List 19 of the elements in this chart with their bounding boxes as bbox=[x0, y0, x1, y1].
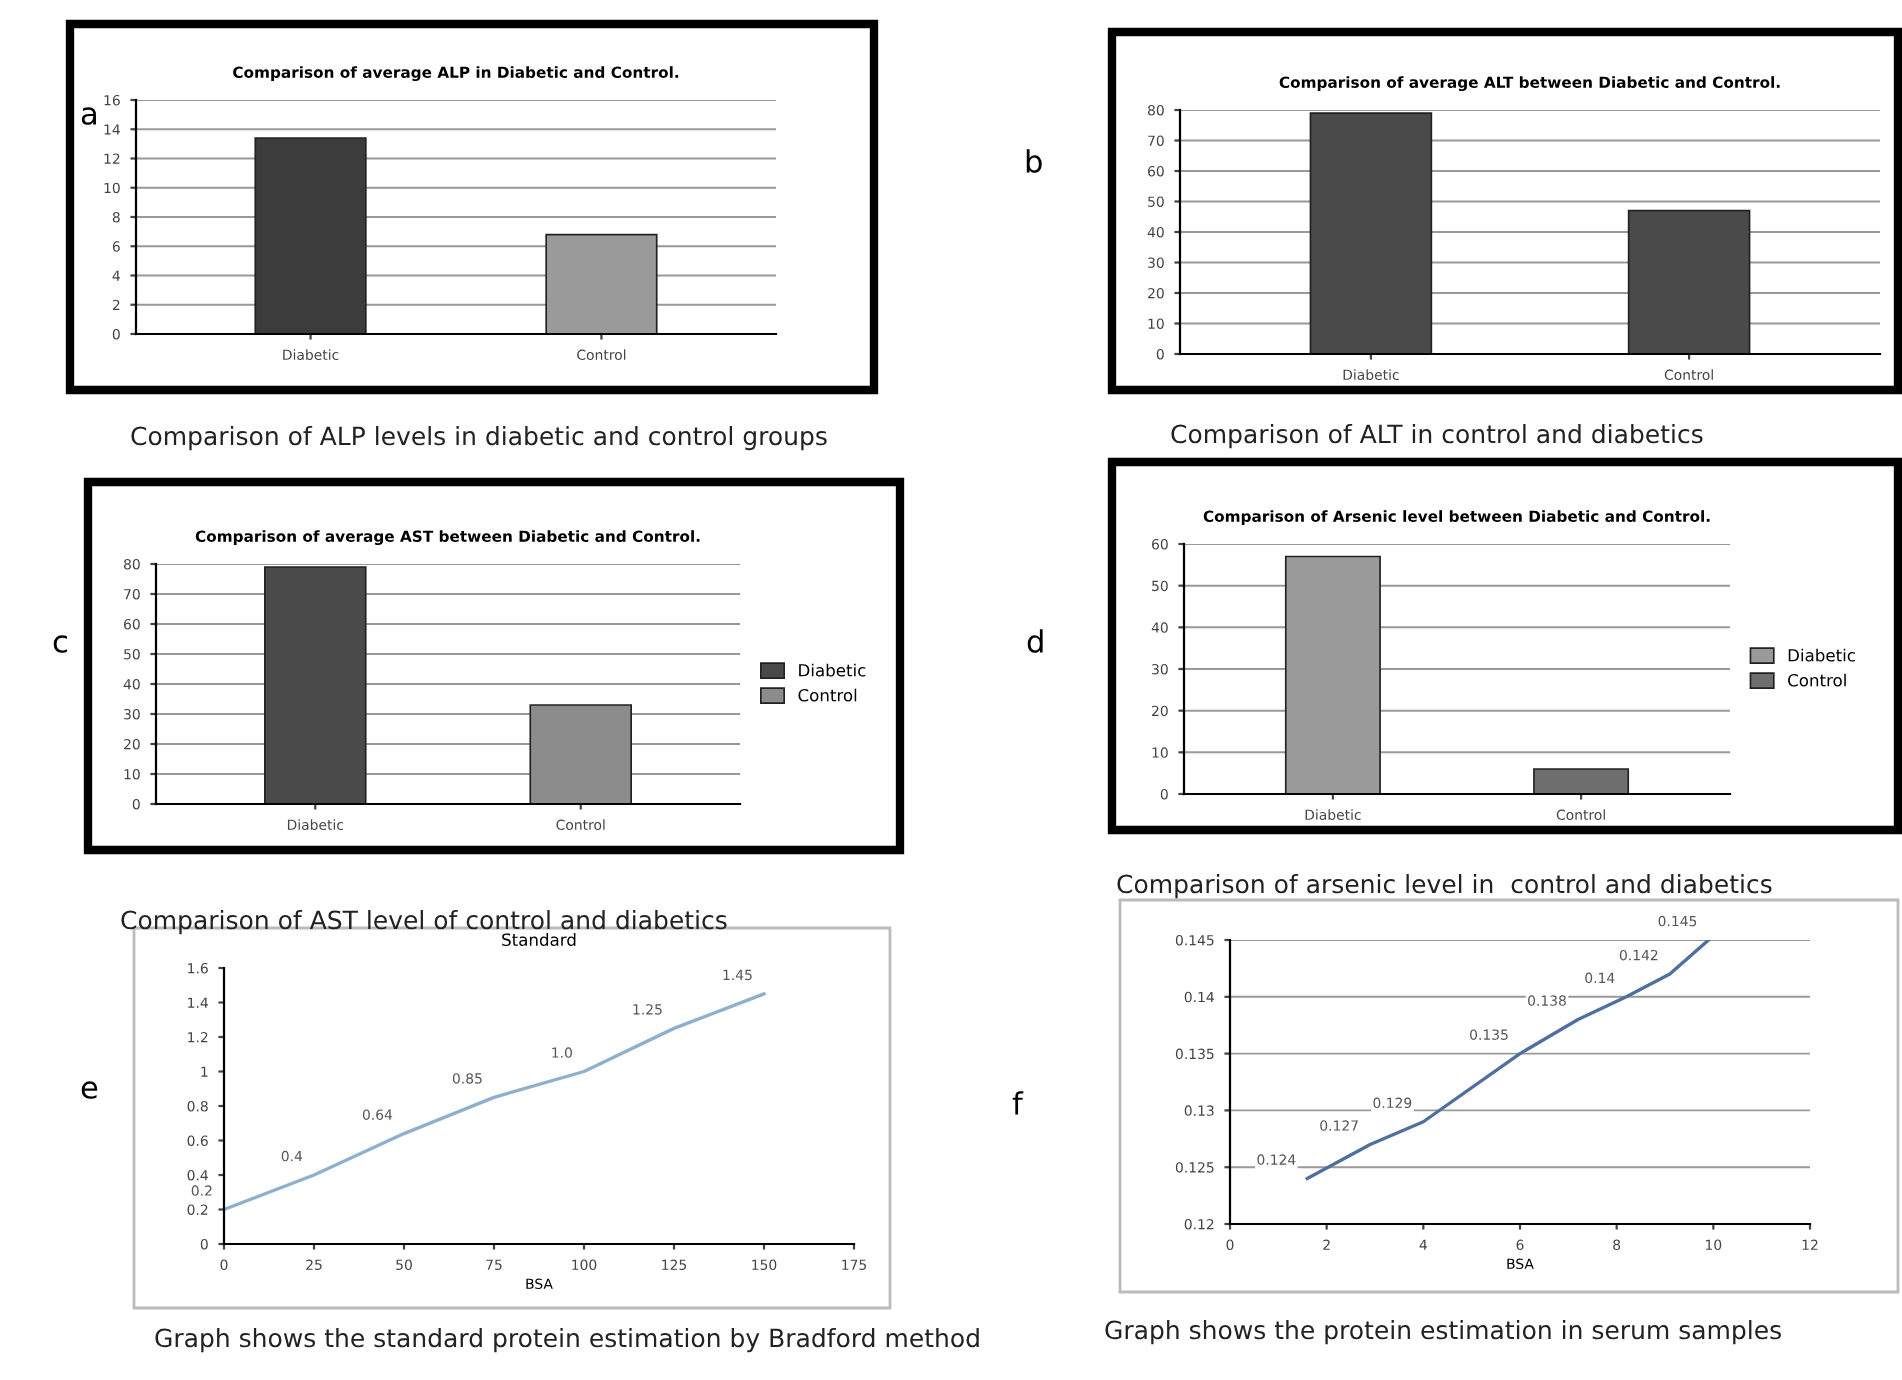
line-series bbox=[224, 992, 766, 1212]
text: d bbox=[1027, 629, 1043, 653]
line-series bbox=[1305, 940, 1711, 1181]
text: f bbox=[1012, 1091, 1024, 1115]
legend-label: Diabetic bbox=[1788, 648, 1855, 662]
chart-title: Standard bbox=[502, 933, 576, 947]
text: Comparison of AST level of control and diabetics bbox=[121, 910, 727, 935]
legend-label: Control bbox=[1788, 673, 1846, 687]
text: Graph shows the protein estimation in serum samples bbox=[1105, 1320, 1781, 1345]
text: Graph shows the standard protein estimation by Bradford method bbox=[155, 1328, 979, 1353]
text: Comparison of ALP levels in diabetic and control groups bbox=[131, 426, 827, 451]
text: a bbox=[81, 107, 96, 125]
text: e bbox=[81, 1081, 98, 1099]
text: c bbox=[53, 635, 67, 653]
legend-label: Diabetic bbox=[799, 663, 866, 677]
text: Comparison of arsenic level in control and diabetics bbox=[1117, 874, 1772, 899]
text: Comparison of ALT in control and diabetics bbox=[1171, 424, 1703, 449]
legend-label: Control bbox=[798, 688, 857, 702]
text: b bbox=[1026, 149, 1042, 173]
